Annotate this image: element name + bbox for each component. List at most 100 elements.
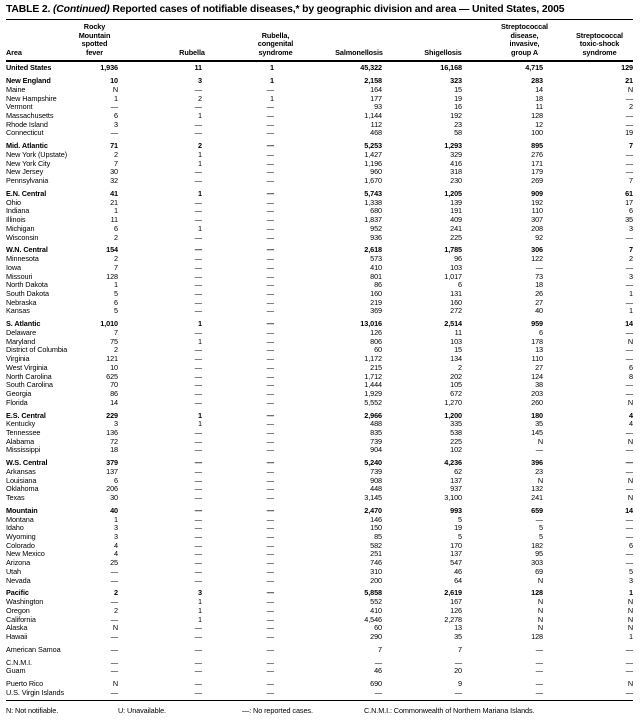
table-row: New Jersey 30 — — 960 318 179 — [6, 168, 633, 177]
table-row: Alabama 72 — — 739 225 N N [6, 436, 633, 447]
value-cell: 4,715 [525, 63, 543, 73]
title-rule [6, 19, 633, 20]
value-cell: — [266, 631, 274, 641]
value-cell: — [194, 232, 202, 242]
area-cell: Montana [6, 514, 34, 524]
value-cell: — [194, 328, 202, 337]
value-cell: 3 [629, 223, 633, 233]
area-cell: Maine [6, 84, 26, 94]
value-cell: 132 [531, 484, 543, 494]
value-cell: — [194, 623, 202, 633]
value-cell: 1,196 [364, 158, 382, 168]
area-cell: United States [6, 63, 52, 73]
area-cell: Pennsylvania [6, 176, 49, 186]
area-cell: S. Atlantic [6, 319, 41, 329]
table-row: New Mexico 4 — — 251 137 95 — [6, 550, 633, 559]
value-cell: 409 [450, 215, 462, 225]
value-cell: — [625, 158, 633, 168]
value-cell: 1 [198, 410, 202, 420]
value-cell: 7 [114, 158, 118, 168]
value-cell: N [537, 436, 543, 446]
table-row: New England 10 3 1 2,158 323 283 21 [6, 77, 633, 86]
value-cell: — [535, 514, 543, 524]
value-cell: 488 [370, 419, 382, 429]
value-cell: — [625, 167, 633, 177]
value-cell: — [266, 597, 274, 607]
value-cell: — [194, 631, 202, 641]
value-cell: 801 [370, 271, 382, 281]
page-title: TABLE 2. (Continued) Reported cases of n… [6, 3, 633, 16]
area-cell: Wyoming [6, 532, 36, 542]
value-cell: 5 [629, 566, 633, 576]
value-cell: 5,858 [364, 588, 382, 598]
value-cell: 5,743 [364, 189, 382, 199]
value-cell: 1 [198, 336, 202, 346]
table-section: W.S. Central 379— —5,240 4,236 396— Arkansas 1… [6, 459, 633, 503]
value-cell: — [194, 427, 202, 437]
value-cell: 20 [454, 666, 462, 676]
value-cell: 909 [531, 189, 543, 199]
value-cell: 7 [629, 176, 633, 186]
value-cell: 1,172 [364, 354, 382, 364]
value-cell: 137 [450, 475, 462, 485]
value-cell: 112 [370, 119, 382, 129]
value-cell: 95 [535, 549, 543, 559]
continued-note: (Continued) [52, 4, 110, 15]
area-cell: Louisiana [6, 475, 37, 485]
value-cell: N [537, 614, 543, 624]
value-cell: 5 [539, 532, 543, 542]
table-row: North Dakota 1 — — 86 6 18 — [6, 281, 633, 290]
value-cell: 2 [114, 254, 118, 264]
value-cell: — [625, 466, 633, 476]
value-cell: — [266, 215, 274, 225]
value-cell: 72 [110, 436, 118, 446]
value-cell: 23 [454, 119, 462, 129]
table-row: Montana 1 — — 146 5 — — [6, 514, 633, 525]
value-cell: — [194, 575, 202, 585]
value-cell: — [266, 306, 274, 316]
column-header-5: Shigellosis [424, 47, 462, 57]
value-cell: 2 [114, 150, 118, 160]
value-cell: N [627, 614, 633, 624]
value-cell: 1,200 [444, 410, 462, 420]
value-cell: 1 [270, 63, 274, 73]
table-section: Puerto Rico N — —690 9— N U.S. Virgin Islands —… [6, 680, 633, 697]
value-cell: 46 [374, 666, 382, 676]
value-cell: 13 [535, 345, 543, 355]
value-cell: 1,785 [444, 245, 462, 255]
table-section: Pacific 2 3—5,858 2,619 128 1 Washington —1—552… [6, 589, 633, 641]
value-cell: 3,100 [444, 493, 462, 503]
value-cell: 230 [450, 176, 462, 186]
table-row: Hawaii — — — 290 35 128 1 [6, 631, 633, 642]
value-cell: 15 [454, 345, 462, 355]
table-row: Texas 30 — — 3,145 3,100 241 N [6, 493, 633, 503]
area-cell: Hawaii [6, 631, 28, 641]
value-cell: — [110, 128, 118, 138]
value-cell: — [266, 605, 274, 615]
value-cell: 2 [458, 362, 462, 372]
value-cell: 126 [450, 605, 462, 615]
value-cell: — [454, 657, 462, 667]
table-row: Wisconsin 2 — — 936 225 92 — [6, 232, 633, 243]
value-cell: 283 [531, 76, 543, 86]
value-cell: 241 [531, 493, 543, 503]
value-cell: — [110, 614, 118, 624]
value-cell: — [535, 644, 543, 654]
value-cell: 1 [198, 419, 202, 429]
value-cell: 35 [535, 419, 543, 429]
value-cell: 3 [629, 575, 633, 585]
area-cell: Virginia [6, 354, 30, 364]
value-cell: — [266, 575, 274, 585]
value-cell: — [535, 666, 543, 676]
column-header-6: Streptococcal disease, invasive, group A [501, 22, 548, 57]
value-cell: — [266, 319, 274, 329]
value-cell: 191 [450, 206, 462, 216]
value-cell: 251 [370, 549, 382, 559]
value-cell: — [266, 245, 274, 255]
value-cell: — [625, 666, 633, 676]
value-cell: 5 [458, 532, 462, 542]
area-cell: Mississippi [6, 445, 41, 455]
value-cell: 6 [629, 540, 633, 550]
value-cell: 307 [531, 215, 543, 225]
